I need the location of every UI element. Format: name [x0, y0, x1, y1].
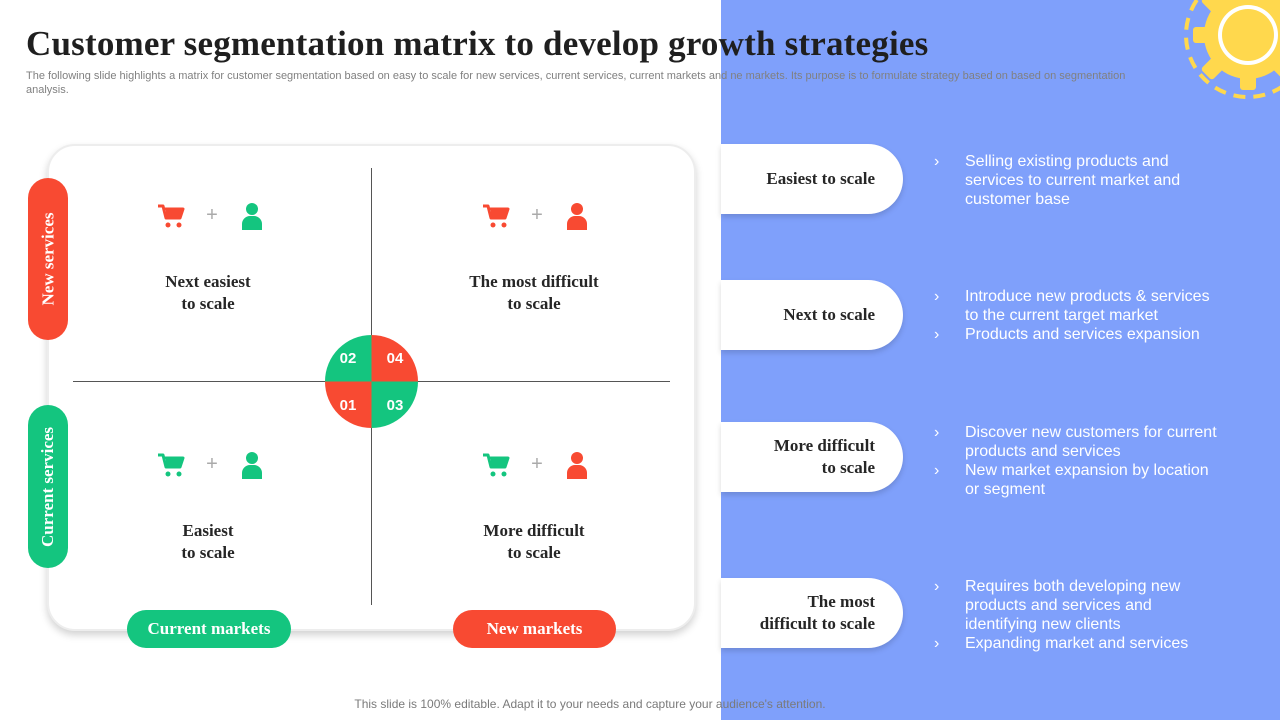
- x-axis-new-markets-badge: New markets: [453, 610, 616, 648]
- shopping-cart-icon: [483, 453, 510, 477]
- person-icon: [567, 203, 587, 230]
- quadrant-number-circle: [325, 335, 418, 428]
- gear-icon: [1168, 0, 1280, 110]
- bullet-item: › Expanding market and services: [934, 635, 1189, 652]
- shopping-cart-icon: [158, 204, 185, 228]
- shopping-cart-icon: [483, 204, 510, 228]
- quadrant-number-02: 02: [339, 350, 357, 367]
- plus-sign: +: [206, 204, 218, 226]
- person-icon: [567, 452, 587, 479]
- strategy-bullets-easiest: › Selling existing products and services …: [934, 152, 1224, 209]
- strategy-bullets-next: › Introduce new products & services to th…: [934, 287, 1224, 344]
- plus-sign: +: [531, 204, 543, 226]
- shopping-cart-icon: [158, 453, 185, 477]
- bullet-item: › Selling existing products and services …: [934, 153, 1181, 208]
- strategy-bullets-most-difficult: › Requires both developing new products a…: [934, 577, 1224, 653]
- chevron-right-icon: ›: [934, 424, 940, 441]
- quadrant-02-label: Next easiest to scale: [165, 272, 251, 313]
- quadrant-number-03: 03: [386, 397, 404, 414]
- person-icon: [242, 203, 262, 230]
- quadrant-01-icons: +: [157, 450, 267, 480]
- page-title: Customer segmentation matrix to develop …: [26, 24, 929, 63]
- bullet-item: › Requires both developing new products a…: [934, 578, 1181, 633]
- strategy-pill-more-difficult: More difficult to scale: [721, 422, 903, 492]
- strategy-pill-most-difficult: The most difficult to scale: [721, 578, 903, 648]
- y-axis-new-services-badge: New services: [28, 178, 68, 340]
- strategy-pill-next: Next to scale: [721, 280, 903, 350]
- strategy-pill-easiest: Easiest to scale: [721, 144, 903, 214]
- page-subtitle: The following slide highlights a matrix …: [26, 70, 1126, 96]
- chevron-right-icon: ›: [934, 578, 940, 595]
- strategy-bullets-more-difficult: › Discover new customers for current prod…: [934, 423, 1224, 499]
- footer-note: This slide is 100% editable. Adapt it to…: [354, 697, 826, 711]
- quadrant-04-icons: +: [482, 201, 592, 231]
- quadrant-04-label: The most difficult to scale: [469, 272, 599, 313]
- bullet-item: › Introduce new products & services to th…: [934, 288, 1210, 324]
- plus-sign: +: [531, 453, 543, 475]
- chevron-right-icon: ›: [934, 462, 940, 479]
- quadrant-02-icons: +: [157, 201, 267, 231]
- quadrant-01-label: Easiest to scale: [181, 521, 235, 562]
- chevron-right-icon: ›: [934, 326, 940, 343]
- chevron-right-icon: ›: [934, 288, 940, 305]
- plus-sign: +: [206, 453, 218, 475]
- quadrant-03-icons: +: [482, 450, 592, 480]
- person-icon: [242, 452, 262, 479]
- y-axis-current-services-badge: Current services: [28, 405, 68, 568]
- bullet-item: › New market expansion by location or seg…: [934, 462, 1209, 498]
- chevron-right-icon: ›: [934, 153, 940, 170]
- chevron-right-icon: ›: [934, 635, 940, 652]
- quadrant-number-04: 04: [386, 350, 404, 367]
- quadrant-03-label: More difficult to scale: [483, 521, 585, 562]
- bullet-item: › Discover new customers for current prod…: [934, 424, 1217, 460]
- bullet-item: › Products and services expansion: [934, 326, 1200, 343]
- x-axis-current-markets-badge: Current markets: [127, 610, 291, 648]
- quadrant-number-01: 01: [339, 397, 357, 414]
